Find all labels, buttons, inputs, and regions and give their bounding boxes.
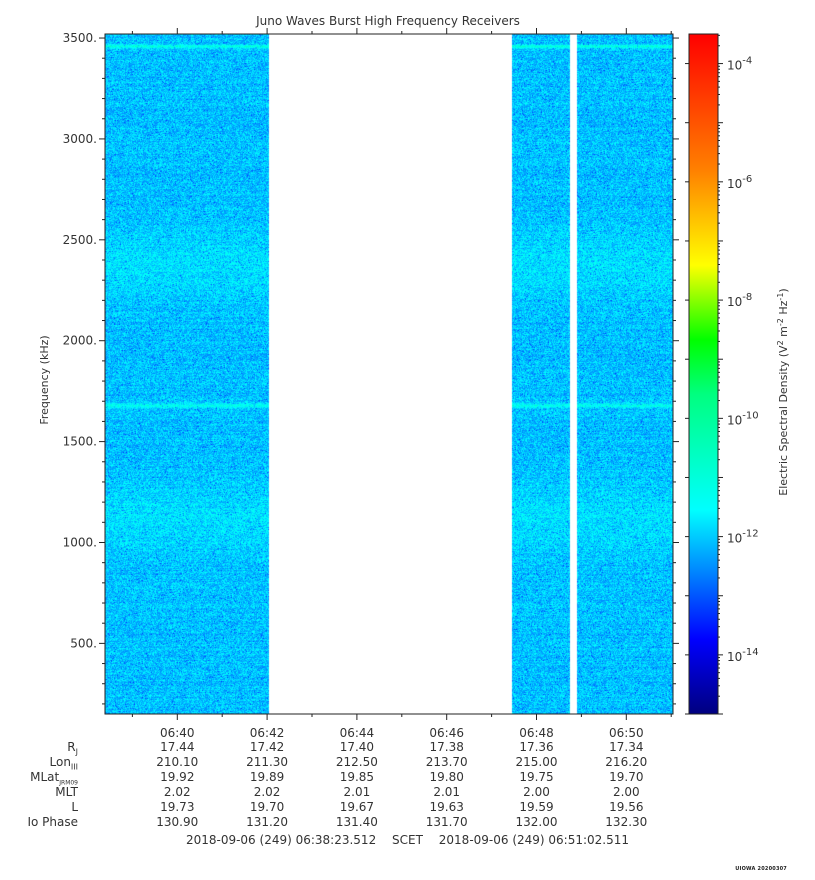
- ephem-value: 19.70: [249, 800, 285, 814]
- y-tick-label: 3000.: [63, 132, 97, 146]
- colorbar-tick-label: 10-14: [727, 647, 759, 664]
- ephem-value: 2.00: [612, 785, 640, 799]
- plot-area: [104, 33, 674, 715]
- ephem-value: 2.00: [523, 785, 550, 799]
- ephem-value: 2.01: [433, 785, 461, 799]
- ephem-value: 17.34: [609, 740, 644, 754]
- ephem-value: 17.42: [249, 740, 285, 754]
- colorbar-tick-label: 10-8: [727, 292, 752, 309]
- y-tick-label: 500.: [70, 636, 97, 650]
- colorbar-label: Electric Spectral Density (V2 m-2 Hz-1): [776, 288, 790, 495]
- ephem-value: 215.00: [515, 755, 558, 769]
- ephem-value: 17.36: [519, 740, 554, 754]
- y-tick-label: 2000.: [63, 334, 97, 348]
- plot-frame: [104, 33, 674, 715]
- ephem-label-mlt: MLT: [55, 785, 78, 799]
- ephem-value: 19.89: [249, 770, 285, 784]
- y-tick-label: 2500.: [63, 233, 97, 247]
- ephem-row-lon: LonIII 210.10 211.30 212.50 213.70 215.00 216…: [0, 755, 815, 772]
- ephem-value: 17.44: [160, 740, 195, 754]
- ephem-value: 132.30: [605, 815, 648, 829]
- ephem-value: 2.02: [253, 785, 281, 799]
- spectrogram-image: [105, 34, 673, 714]
- y-axis: 500. 1000. 1500. 2000. 2500. 3000. 3500.: [63, 31, 679, 705]
- ephem-row-io-phase: Io Phase 130.90 131.20 131.40 131.70 132.00 1…: [0, 815, 815, 830]
- end-time: 2018-09-06 (249) 06:51:02.511: [438, 833, 630, 847]
- y-axis-label: Frequency (kHz): [38, 335, 51, 424]
- colorbar-label-text: Electric Spectral Density (V: [777, 345, 790, 496]
- ephem-value: 19.59: [519, 800, 554, 814]
- ephem-value: 19.92: [160, 770, 195, 784]
- ephem-row-mlat: MLatJRM09 19.92 19.89 19.85 19.80 19.75 19.70: [0, 770, 815, 787]
- ephem-value: 19.75: [519, 770, 554, 784]
- x-tick-label: 06:46: [429, 726, 464, 740]
- ephem-row-mlt: MLT 2.02 2.02 2.01 2.01 2.00 2.00: [0, 785, 815, 800]
- ephem-value: 131.20: [246, 815, 289, 829]
- x-tick-label: 06:50: [609, 726, 644, 740]
- y-tick-label: 1000.: [63, 535, 97, 549]
- y-tick-label: 3500.: [63, 31, 97, 45]
- ephem-value: 2.02: [163, 785, 191, 799]
- colorbar-frame: [688, 33, 719, 715]
- start-time: 2018-09-06 (249) 06:38:23.512: [185, 833, 377, 847]
- x-tick-label: 06:42: [250, 726, 285, 740]
- x-axis: 06:40 06:42 06:44 06:46 06:48 06:50: [131, 28, 672, 740]
- colorbar-fill: [689, 34, 718, 714]
- ephem-value: 2.01: [343, 785, 371, 799]
- ephem-value: 216.20: [605, 755, 648, 769]
- ephem-value: 19.80: [429, 770, 464, 784]
- x-tick-label: 06:48: [519, 726, 554, 740]
- ephem-value: 131.70: [425, 815, 468, 829]
- ephem-label-mlat: MLatJRM09: [30, 770, 78, 787]
- ephem-label-lon: LonIII: [49, 755, 79, 772]
- ephem-value: 132.00: [515, 815, 558, 829]
- y-tick-label: 1500.: [63, 435, 97, 449]
- x-tick-label: 06:44: [340, 726, 375, 740]
- ephem-value: 17.38: [429, 740, 464, 754]
- ephem-row-l: L 19.73 19.70 19.67 19.63 19.59 19.56: [0, 800, 815, 815]
- colorbar-tick-label: 10-6: [727, 174, 752, 191]
- ephem-value: 19.73: [160, 800, 195, 814]
- colorbar-tick-label: 10-10: [727, 410, 759, 427]
- ephem-value: 210.10: [156, 755, 199, 769]
- ephem-value: 19.56: [609, 800, 644, 814]
- colorbar: 10-4 10-6 10-8 10-10 10-12 10-14: [685, 33, 759, 715]
- ephem-label-io-phase: Io Phase: [27, 815, 78, 829]
- ephem-label-rj: RJ: [67, 740, 78, 757]
- ephem-row-rj: RJ 17.44 17.42 17.40 17.38 17.36 17.34: [0, 740, 815, 757]
- scet-label: SCET: [392, 833, 423, 847]
- x-tick-label: 06:40: [160, 726, 195, 740]
- colorbar-tick-label: 10-12: [727, 529, 759, 546]
- ephem-value: 130.90: [156, 815, 199, 829]
- credit-stamp: UIOWA 20200307: [735, 866, 787, 872]
- ephem-label-l: L: [71, 800, 78, 814]
- ephem-value: 17.40: [339, 740, 375, 754]
- ephem-value: 131.40: [335, 815, 378, 829]
- chart-title: Juno Waves Burst High Frequency Receiver…: [255, 14, 520, 28]
- ephem-value: 19.85: [339, 770, 375, 784]
- ephem-value: 19.67: [339, 800, 375, 814]
- ephem-value: 213.70: [425, 755, 468, 769]
- colorbar-tick-label: 10-4: [727, 56, 752, 73]
- ephem-value: 212.50: [335, 755, 378, 769]
- time-range-footer: 2018-09-06 (249) 06:38:23.512 SCET 2018-…: [0, 833, 815, 847]
- ephem-value: 211.30: [246, 755, 289, 769]
- ephem-value: 19.63: [429, 800, 464, 814]
- ephem-value: 19.70: [609, 770, 644, 784]
